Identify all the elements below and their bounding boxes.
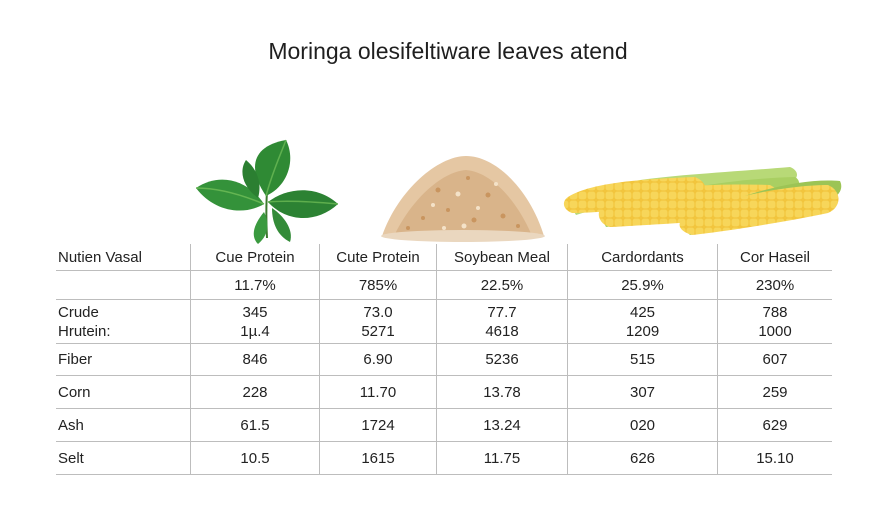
- leaf-icon: [195, 139, 339, 244]
- table-cell: 230%: [717, 270, 832, 300]
- row-label-line1: Crude: [58, 303, 99, 321]
- table-cell: 11.7%: [190, 270, 320, 300]
- table-cell: 73.0 5271: [319, 299, 437, 344]
- cell-line1: 345: [242, 303, 268, 321]
- column-header: Cor Haseil: [717, 244, 832, 271]
- table-header-row: Nutien Vasal Cue Protein Cute Protein So…: [56, 244, 832, 271]
- cell-line2: 1µ.4: [240, 322, 270, 340]
- column-header: Soybean Meal: [436, 244, 568, 271]
- table-cell: 307: [567, 375, 718, 409]
- table-row: Selt 10.5 1615 11.75 626 15.10: [56, 441, 832, 475]
- cell-line1: 788: [762, 303, 788, 321]
- grain-pile-icon: [381, 156, 545, 242]
- table-cell: 626: [567, 441, 718, 475]
- table-cell: 020: [567, 408, 718, 442]
- table-cell: 15.10: [717, 441, 832, 475]
- table-cell: 345 1µ.4: [190, 299, 320, 344]
- row-label: [56, 270, 191, 300]
- corn-image: [563, 167, 842, 235]
- row-label: Corn: [56, 375, 191, 409]
- table-cell: 5236: [436, 343, 568, 376]
- cell-line1: 73.0: [363, 303, 393, 321]
- table-cell: 607: [717, 343, 832, 376]
- cell-line1: 77.7: [487, 303, 517, 321]
- row-label: Fiber: [56, 343, 191, 376]
- table-cell: 629: [717, 408, 832, 442]
- table-cell: 785%: [319, 270, 437, 300]
- table-cell: 11.75: [436, 441, 568, 475]
- column-header: Cute Protein: [319, 244, 437, 271]
- column-header: Nutien Vasal: [56, 244, 191, 271]
- table-cell: 228: [190, 375, 320, 409]
- cell-line2: 1209: [625, 322, 660, 340]
- table-row: Crude Hrutein: 345 1µ.4 73.0 5271 77.7 4…: [56, 299, 832, 344]
- row-label-line2: Hrutein:: [58, 322, 111, 340]
- table-row: Ash 61.5 1724 13.24 020 629: [56, 408, 832, 442]
- corn-cob-icon: [563, 167, 842, 235]
- table-cell: 1615: [319, 441, 437, 475]
- table-cell: 788 1000: [717, 299, 832, 344]
- page-title: Moringa olesifeltiware leaves atend: [268, 38, 628, 64]
- table-cell: 22.5%: [436, 270, 568, 300]
- table-cell: 425 1209: [567, 299, 718, 344]
- soybean-meal-image: [381, 156, 545, 242]
- table-cell: 25.9%: [567, 270, 718, 300]
- cell-line2: 1000: [758, 322, 792, 340]
- table-cell: 13.24: [436, 408, 568, 442]
- table-row: 11.7% 785% 22.5% 25.9% 230%: [56, 270, 832, 300]
- table-cell: 6.90: [319, 343, 437, 376]
- row-label: Crude Hrutein:: [56, 299, 191, 344]
- table-cell: 515: [567, 343, 718, 376]
- table-cell: 13.78: [436, 375, 568, 409]
- table-cell: 1724: [319, 408, 437, 442]
- table-cell: 10.5: [190, 441, 320, 475]
- column-header: Cue Protein: [190, 244, 320, 271]
- table-cell: 11.70: [319, 375, 437, 409]
- cell-line2: 5271: [361, 322, 395, 340]
- cell-line1: 425: [629, 303, 656, 321]
- table-cell: 259: [717, 375, 832, 409]
- table-row: Corn 228 11.70 13.78 307 259: [56, 375, 832, 409]
- table-cell: 846: [190, 343, 320, 376]
- table-row: Fiber 846 6.90 5236 515 607: [56, 343, 832, 376]
- moringa-leaf-image: [195, 139, 339, 244]
- row-label: Selt: [56, 441, 191, 475]
- row-label: Ash: [56, 408, 191, 442]
- cell-line2: 4618: [485, 322, 519, 340]
- table-cell: 77.7 4618: [436, 299, 568, 344]
- column-header: Cardordants: [567, 244, 718, 271]
- table-cell: 61.5: [190, 408, 320, 442]
- nutrition-table: Nutien Vasal Cue Protein Cute Protein So…: [56, 244, 832, 475]
